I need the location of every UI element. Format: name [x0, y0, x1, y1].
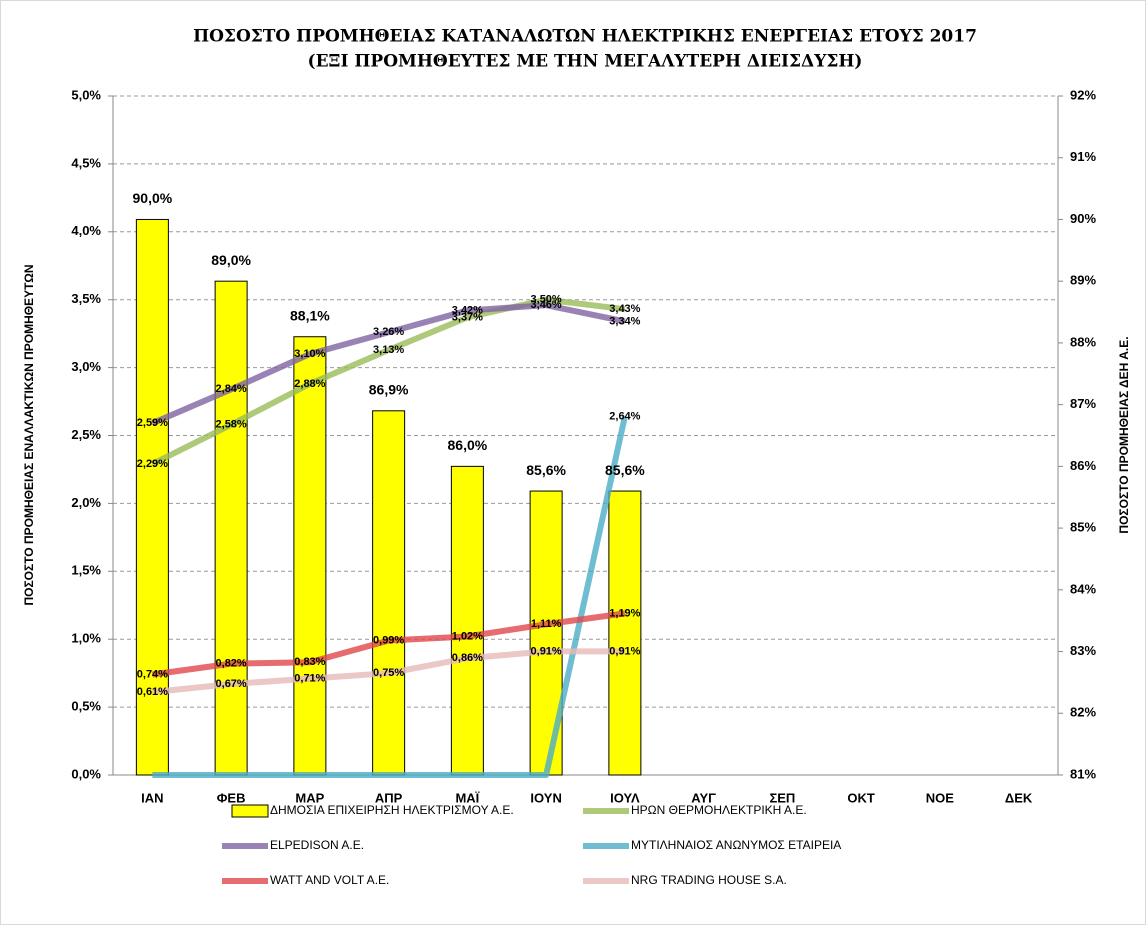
line-series — [152, 415, 628, 778]
bar — [372, 410, 406, 776]
data-label: 3,43% — [609, 303, 640, 315]
data-label: 2,29% — [137, 458, 168, 470]
data-label: 2,84% — [216, 383, 247, 395]
data-label: 0,82% — [216, 658, 247, 670]
y2-tick-label: 88% — [1070, 334, 1096, 349]
x-tick-label: ΙΟΥΛ — [610, 790, 640, 805]
y-tick-label: 5,0% — [71, 87, 101, 102]
y2-tick-label: 83% — [1070, 643, 1096, 658]
x-tick-label: ΟΚΤ — [847, 790, 875, 805]
bar — [135, 218, 169, 776]
bar-label: 86,0% — [448, 437, 488, 453]
y-tick-label: 1,5% — [71, 563, 101, 578]
data-label: 0,67% — [216, 678, 247, 690]
x-tick-label: ΜΑΡ — [295, 790, 324, 805]
bar-label: 86,9% — [369, 382, 409, 398]
bar — [214, 280, 248, 776]
y-tick-label: 4,0% — [71, 223, 101, 238]
x-tick-label: ΣΕΠ — [769, 790, 795, 805]
y-tick-label: 0,0% — [71, 766, 101, 781]
y-tick-label: 4,5% — [71, 155, 101, 170]
y2-axis-title: ΠΟΣΟΣΤΟ ΠΡΟΜΗΘΕΙΑΣ ΔΕΗ Α.Ε. — [1117, 336, 1131, 533]
y2-tick-label: 87% — [1070, 396, 1096, 411]
data-label: 0,91% — [609, 645, 640, 657]
data-label: 3,46% — [531, 299, 562, 311]
bar-label: 89,0% — [211, 252, 251, 268]
line-series — [151, 610, 626, 678]
chart-title: ΠΟΣΟΣΤΟ ΠΡΟΜΗΘΕΙΑΣ ΚΑΤΑΝΑΛΩΤΩΝ ΗΛΕΚΤΡΙΚΗ… — [193, 27, 977, 47]
legend-label: ΜΥΤΙΛΗΝΑΙΟΣ ΑΝΩΝΥΜΟΣ ΕΤΑΙΡΕΙΑ — [631, 838, 841, 852]
x-tick-label: ΜΑΪ — [455, 790, 479, 805]
line-series — [151, 302, 626, 427]
data-label: 3,13% — [373, 344, 404, 356]
legend-label: NRG TRADING HOUSE S.A. — [631, 873, 787, 887]
bar — [450, 465, 484, 776]
data-label: 3,34% — [609, 315, 640, 327]
legend-swatch — [231, 804, 269, 818]
x-tick-label: ΦΕΒ — [217, 790, 246, 805]
data-label: 0,86% — [452, 652, 483, 664]
legend-label: WATT AND VOLT A.E. — [270, 873, 389, 887]
y2-tick-label: 82% — [1070, 705, 1096, 720]
y2-tick-label: 91% — [1070, 149, 1096, 164]
data-label: 0,83% — [294, 656, 325, 668]
x-tick-label: ΙΟΥΝ — [530, 790, 561, 805]
data-label: 3,50% — [531, 294, 562, 306]
x-tick-label: ΝΟΕ — [926, 790, 955, 805]
legend-label: ELPEDISON A.E. — [270, 838, 364, 852]
data-label: 2,58% — [216, 419, 247, 431]
bar — [293, 336, 327, 776]
y2-tick-label: 90% — [1070, 211, 1096, 226]
data-label: 0,99% — [373, 634, 404, 646]
data-label: 0,61% — [137, 686, 168, 698]
bar-label: 85,6% — [605, 462, 645, 478]
data-label: 0,74% — [137, 668, 168, 680]
data-label: 1,19% — [609, 607, 640, 619]
y-tick-label: 2,0% — [71, 495, 101, 510]
y-tick-label: 3,5% — [71, 291, 101, 306]
x-tick-label: ΔΕΚ — [1005, 790, 1033, 805]
data-label: 2,59% — [137, 417, 168, 429]
data-label: 3,37% — [452, 311, 483, 323]
line-series — [152, 648, 625, 696]
legend-label: ΔΗΜΟΣΙΑ ΕΠΙΧΕΙΡΗΣΗ ΗΛΕΚΤΡΙΣΜΟΥ Α.Ε. — [270, 803, 514, 817]
y-tick-label: 0,5% — [71, 699, 101, 714]
y-axis-title: ΠΟΣΟΣΤΟ ΠΡΟΜΗΘΕΙΑΣ ΕΝΑΛΛΑΚΤΙΚΩΝ ΠΡΟΜΗΘΕΥ… — [22, 264, 36, 605]
data-label: 2,64% — [609, 410, 640, 422]
bar-label: 85,6% — [526, 462, 566, 478]
bar-label: 90,0% — [133, 190, 173, 206]
x-tick-label: ΙΑΝ — [141, 790, 163, 805]
x-tick-label: ΑΥΓ — [691, 790, 716, 805]
bar — [608, 490, 642, 776]
legend-label: ΗΡΩΝ ΘΕΡΜΟΗΛΕΚΤΡΙΚΗ Α.Ε. — [631, 803, 807, 817]
data-label: 3,42% — [452, 304, 483, 316]
y2-tick-label: 85% — [1070, 520, 1096, 535]
y2-tick-label: 89% — [1070, 273, 1096, 288]
data-label: 0,91% — [531, 645, 562, 657]
x-tick-label: ΑΠΡ — [375, 790, 403, 805]
y2-tick-label: 86% — [1070, 458, 1096, 473]
bar-label: 88,1% — [290, 307, 330, 323]
data-label: 0,75% — [373, 667, 404, 679]
data-label: 1,11% — [531, 618, 562, 630]
line-series — [151, 296, 626, 467]
y2-tick-label: 81% — [1070, 766, 1096, 781]
y-tick-label: 2,5% — [71, 427, 101, 442]
y2-tick-label: 92% — [1070, 87, 1096, 102]
y-tick-label: 3,0% — [71, 359, 101, 374]
data-label: 1,02% — [452, 630, 483, 642]
y2-tick-label: 84% — [1070, 581, 1096, 596]
data-label: 3,26% — [373, 326, 404, 338]
data-label: 3,10% — [294, 348, 325, 360]
data-label: 0,71% — [294, 672, 325, 684]
y-tick-label: 1,0% — [71, 631, 101, 646]
chart-subtitle: (ΕΞΙ ΠΡΟΜΗΘΕΥΤΕΣ ΜΕ ΤΗΝ ΜΕΓΑΛΥΤΕΡΗ ΔΙΕΙΣ… — [308, 52, 863, 72]
data-label: 2,88% — [294, 378, 325, 390]
